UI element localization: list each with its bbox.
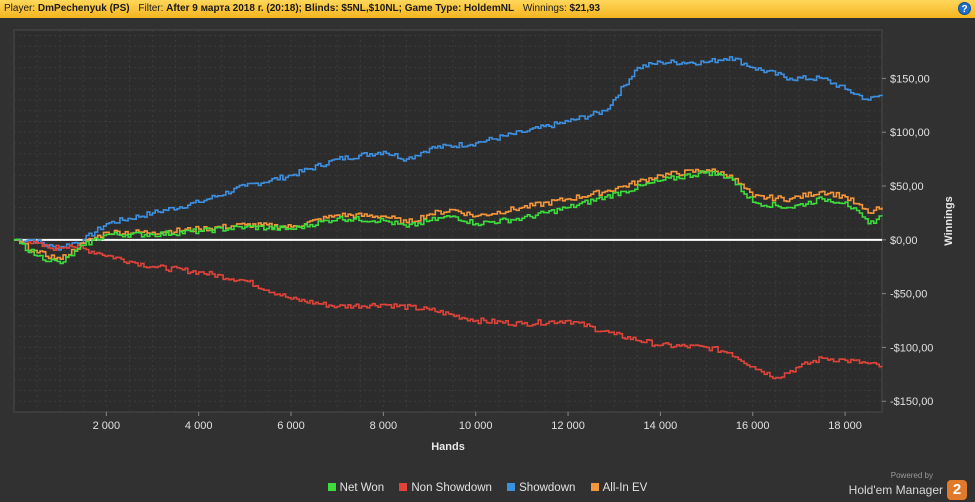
x-tick-label: 6 000 bbox=[277, 420, 305, 432]
y-axis-label: Winnings bbox=[943, 196, 955, 245]
winnings-label: Winnings: bbox=[522, 3, 567, 14]
y-tick-label: -$100,00 bbox=[890, 342, 933, 354]
legend-item-showdown[interactable]: Showdown bbox=[507, 482, 575, 494]
legend-swatch bbox=[507, 483, 516, 491]
x-axis-label: Hands bbox=[431, 441, 465, 453]
chart-legend: Net Won Non Showdown Showdown All-In EV bbox=[0, 482, 975, 494]
player-label: Player: bbox=[4, 3, 36, 14]
legend-item-all-in-ev[interactable]: All-In EV bbox=[590, 482, 648, 494]
legend-swatch bbox=[590, 483, 599, 491]
x-tick-label: 14 000 bbox=[644, 420, 678, 432]
filter-label: Filter: bbox=[138, 3, 164, 14]
brand-name: Hold'em Manager bbox=[848, 483, 943, 497]
y-tick-label: -$50,00 bbox=[890, 289, 927, 301]
y-tick-label: $50,00 bbox=[890, 181, 924, 193]
legend-label: Showdown bbox=[519, 482, 576, 494]
player-name: DmPechenyuk (PS) bbox=[37, 3, 130, 14]
x-tick-label: 18 000 bbox=[828, 420, 862, 432]
y-axis-ticks: $150,00 $100,00 $50,00 $0,00 -$50,00 -$100,00… bbox=[882, 73, 933, 408]
y-tick-label: $0,00 bbox=[890, 235, 918, 247]
legend-label: All-In EV bbox=[602, 482, 648, 494]
x-tick-label: 10 000 bbox=[459, 420, 493, 432]
plot-area bbox=[13, 29, 883, 413]
x-axis-ticks: 2 000 4 000 6 000 8 000 10 000 12 000 14 000 16… bbox=[93, 412, 862, 432]
series-line-showdown bbox=[14, 56, 883, 251]
winnings-chart: 2 000 4 000 6 000 8 000 10 000 12 000 14 000 16… bbox=[13, 29, 955, 453]
hm2-logo-icon: 2 bbox=[947, 480, 967, 500]
series-line-non-showdown bbox=[14, 238, 883, 380]
y-tick-label: $100,00 bbox=[890, 127, 930, 139]
y-tick-label: $150,00 bbox=[890, 73, 930, 85]
branding: Powered by Hold'em Manager 2 bbox=[849, 471, 967, 500]
legend-label: Net Won bbox=[339, 482, 385, 494]
winnings-value: $21,93 bbox=[569, 3, 601, 14]
help-icon[interactable]: ? bbox=[958, 2, 971, 15]
filter-header-bar: Player: DmPechenyuk (PS) Filter: After 9… bbox=[0, 0, 975, 18]
powered-by-text: Powered by bbox=[890, 471, 933, 480]
series-line-net-won bbox=[14, 170, 883, 265]
legend-item-net-won[interactable]: Net Won bbox=[327, 482, 385, 494]
legend-label: Non Showdown bbox=[411, 482, 492, 494]
legend-item-non-showdown[interactable]: Non Showdown bbox=[399, 482, 492, 494]
x-tick-label: 4 000 bbox=[185, 420, 213, 432]
legend-swatch bbox=[327, 483, 336, 491]
legend-swatch bbox=[399, 483, 408, 491]
x-tick-label: 2 000 bbox=[93, 420, 121, 432]
y-tick-label: -$150,00 bbox=[890, 396, 933, 408]
x-tick-label: 16 000 bbox=[736, 420, 770, 432]
filter-value: After 9 марта 2018 г. (20:18); Blinds: $… bbox=[166, 3, 515, 14]
x-tick-label: 12 000 bbox=[551, 420, 585, 432]
x-tick-label: 8 000 bbox=[370, 420, 398, 432]
series-lines bbox=[14, 56, 883, 380]
